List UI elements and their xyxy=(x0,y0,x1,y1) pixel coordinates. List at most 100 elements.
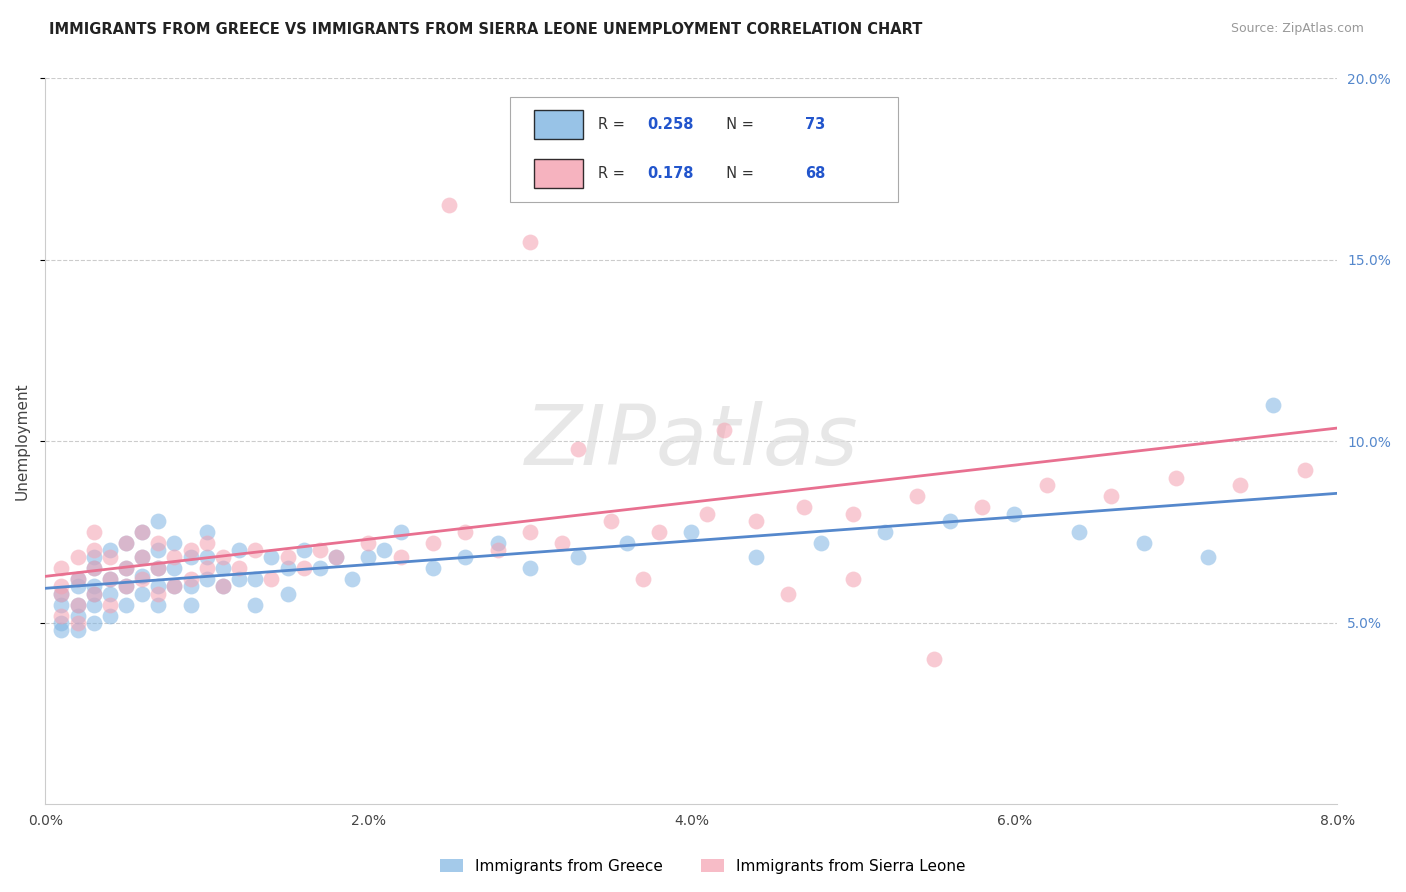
Point xyxy=(180,580,202,594)
Point xyxy=(131,587,153,601)
Point xyxy=(245,572,267,586)
Point xyxy=(810,536,832,550)
Point xyxy=(308,543,330,558)
Point xyxy=(98,587,121,601)
Point xyxy=(1067,524,1090,539)
Point xyxy=(115,580,138,594)
Point xyxy=(83,561,105,575)
Point xyxy=(131,572,153,586)
Point xyxy=(51,623,73,637)
Point xyxy=(631,572,654,586)
Point xyxy=(98,572,121,586)
Point xyxy=(163,580,186,594)
Point xyxy=(277,561,299,575)
Point xyxy=(83,561,105,575)
Point xyxy=(148,598,170,612)
Point xyxy=(875,524,897,539)
Point xyxy=(66,550,89,565)
Point xyxy=(745,514,768,528)
Text: 68: 68 xyxy=(806,166,825,181)
Point xyxy=(1132,536,1154,550)
Point xyxy=(696,507,718,521)
Point xyxy=(567,550,589,565)
Point xyxy=(745,550,768,565)
Point xyxy=(148,561,170,575)
Point xyxy=(340,572,363,586)
Point xyxy=(1035,478,1057,492)
Point xyxy=(148,561,170,575)
Point xyxy=(922,652,945,666)
Point xyxy=(83,543,105,558)
Point xyxy=(357,550,380,565)
Point xyxy=(212,580,235,594)
Text: ZIPatlas: ZIPatlas xyxy=(524,401,858,482)
Point xyxy=(148,543,170,558)
Text: R =: R = xyxy=(599,166,630,181)
Point xyxy=(1229,478,1251,492)
Y-axis label: Unemployment: Unemployment xyxy=(15,383,30,500)
Point xyxy=(373,543,395,558)
Point xyxy=(115,561,138,575)
Point xyxy=(245,598,267,612)
Point xyxy=(1002,6,1025,21)
Point xyxy=(66,615,89,630)
Point xyxy=(454,550,477,565)
Point xyxy=(98,608,121,623)
Point xyxy=(163,561,186,575)
Text: IMMIGRANTS FROM GREECE VS IMMIGRANTS FROM SIERRA LEONE UNEMPLOYMENT CORRELATION : IMMIGRANTS FROM GREECE VS IMMIGRANTS FRO… xyxy=(49,22,922,37)
Point xyxy=(648,524,671,539)
Point xyxy=(228,572,250,586)
Text: N =: N = xyxy=(717,117,759,132)
Point xyxy=(51,561,73,575)
Point xyxy=(389,550,412,565)
Point xyxy=(228,561,250,575)
Point xyxy=(83,580,105,594)
Point xyxy=(66,598,89,612)
Point xyxy=(163,536,186,550)
Point xyxy=(163,580,186,594)
Point xyxy=(842,572,865,586)
Point xyxy=(325,550,347,565)
Point xyxy=(115,598,138,612)
Point xyxy=(83,550,105,565)
FancyBboxPatch shape xyxy=(534,159,583,188)
Point xyxy=(907,489,929,503)
Point xyxy=(180,543,202,558)
Point xyxy=(389,524,412,539)
Point xyxy=(83,598,105,612)
Point xyxy=(551,536,574,550)
Point xyxy=(195,524,218,539)
Point xyxy=(681,524,703,539)
Point xyxy=(195,550,218,565)
Point xyxy=(422,536,444,550)
Point xyxy=(131,524,153,539)
Point xyxy=(1164,470,1187,484)
Text: Source: ZipAtlas.com: Source: ZipAtlas.com xyxy=(1230,22,1364,36)
Point xyxy=(277,550,299,565)
Point xyxy=(148,587,170,601)
Point xyxy=(66,623,89,637)
Point xyxy=(245,543,267,558)
FancyBboxPatch shape xyxy=(510,96,898,202)
Point xyxy=(83,615,105,630)
Point xyxy=(66,572,89,586)
Point xyxy=(115,536,138,550)
Point xyxy=(260,550,283,565)
Point xyxy=(115,536,138,550)
Text: 0.258: 0.258 xyxy=(647,117,695,132)
Point xyxy=(51,608,73,623)
Point xyxy=(260,572,283,586)
Point xyxy=(83,587,105,601)
Point xyxy=(195,536,218,550)
Point xyxy=(131,550,153,565)
Point xyxy=(195,572,218,586)
Point xyxy=(519,235,541,249)
Point xyxy=(51,598,73,612)
Point xyxy=(51,587,73,601)
Text: R =: R = xyxy=(599,117,630,132)
Point xyxy=(115,561,138,575)
Point xyxy=(131,524,153,539)
Point xyxy=(325,550,347,565)
Point xyxy=(1197,550,1219,565)
Point xyxy=(970,500,993,514)
